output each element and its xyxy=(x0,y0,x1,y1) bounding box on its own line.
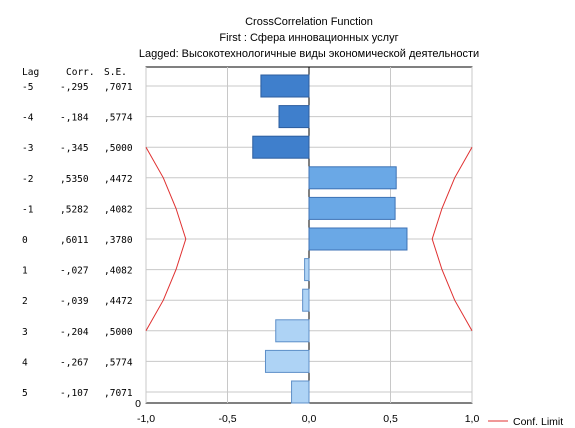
row-corr-label: -,204 xyxy=(60,327,89,338)
bar-lag-1 xyxy=(304,258,310,282)
x-axis-ticks: -1,0 -0,5 0,0 0,5 1,0 xyxy=(137,413,479,425)
conf-limit-right-line xyxy=(431,146,473,332)
x-tick-label: -1,0 xyxy=(137,413,155,425)
row-corr-label: ,6011 xyxy=(60,235,89,246)
row-lag-label: 4 xyxy=(22,357,28,368)
bar-lag-4 xyxy=(264,349,310,373)
row-corr-label: -,267 xyxy=(60,357,89,368)
row-lag-label: -2 xyxy=(22,174,33,185)
row-se-label: ,4082 xyxy=(104,266,133,277)
header-lag: Lag xyxy=(22,67,39,78)
row-se-label: ,5000 xyxy=(104,143,133,154)
row-labels: -5 -,295 ,7071 -4 -,184 ,5774 -3 -,345 ,5000 -2 ,5… xyxy=(22,82,133,399)
row-se-label: ,7071 xyxy=(104,82,133,93)
row-lag-label: -4 xyxy=(22,113,34,124)
row-se-label: ,5000 xyxy=(104,327,133,338)
bar-lag--2 xyxy=(308,166,397,190)
row-lag-label: 5 xyxy=(22,388,28,399)
x-tick-label: 1,0 xyxy=(465,413,480,425)
x-tick-label: 0,0 xyxy=(302,413,317,425)
bar-lag--4 xyxy=(278,105,310,129)
chart-subtitle-lagged: Lagged: Высокотехнологичные виды экономи… xyxy=(139,48,479,60)
row-se-label: ,4472 xyxy=(104,174,133,185)
bar-lag-5 xyxy=(291,380,310,404)
x-tick-label: 0,5 xyxy=(383,413,398,425)
header-se: S.E. xyxy=(104,67,127,78)
row-lag-label: -3 xyxy=(22,143,33,154)
bar-lag-3 xyxy=(275,319,310,343)
row-corr-label: -,107 xyxy=(60,388,89,399)
row-corr-label: ,5350 xyxy=(60,174,89,185)
row-se-label: ,7071 xyxy=(104,388,133,399)
row-se-label: ,4472 xyxy=(104,296,133,307)
row-lag-label: -5 xyxy=(22,82,33,93)
confidence-limits xyxy=(145,146,473,332)
row-corr-label: -,295 xyxy=(60,82,89,93)
row-corr-label: -,345 xyxy=(60,143,89,154)
row-corr-label: -,184 xyxy=(60,113,89,124)
row-lag-label: 3 xyxy=(22,327,28,338)
conf-limit-left-line xyxy=(145,146,187,332)
row-corr-label: -,039 xyxy=(60,296,89,307)
row-se-label: ,5774 xyxy=(104,113,133,124)
header-corr: Corr. xyxy=(66,67,95,78)
bar-lag-0 xyxy=(308,227,408,251)
row-se-label: ,3780 xyxy=(104,235,133,246)
row-lag-label: 2 xyxy=(22,296,28,307)
row-corr-label: ,5282 xyxy=(60,204,89,215)
chart-title: CrossCorrelation Function xyxy=(245,16,373,28)
row-corr-label: -,027 xyxy=(60,266,89,277)
row-se-label: ,4082 xyxy=(104,204,133,215)
bar-lag--3 xyxy=(252,135,310,159)
row-lag-label: 0 xyxy=(22,235,28,246)
chart-subtitle-first: First : Сфера инновационных услуг xyxy=(219,32,398,44)
row-lag-label: 1 xyxy=(22,266,28,277)
row-lag-label: -1 xyxy=(22,204,34,215)
row-se-label: ,5774 xyxy=(104,357,133,368)
bar-lag--5 xyxy=(260,74,310,98)
y-zero-label: 0 xyxy=(135,398,141,410)
bar-lag--1 xyxy=(308,196,396,220)
x-tick-label: -0,5 xyxy=(218,413,236,425)
legend-label: Conf. Limit xyxy=(513,416,563,428)
bars xyxy=(252,74,408,404)
bar-lag-2 xyxy=(302,288,310,312)
